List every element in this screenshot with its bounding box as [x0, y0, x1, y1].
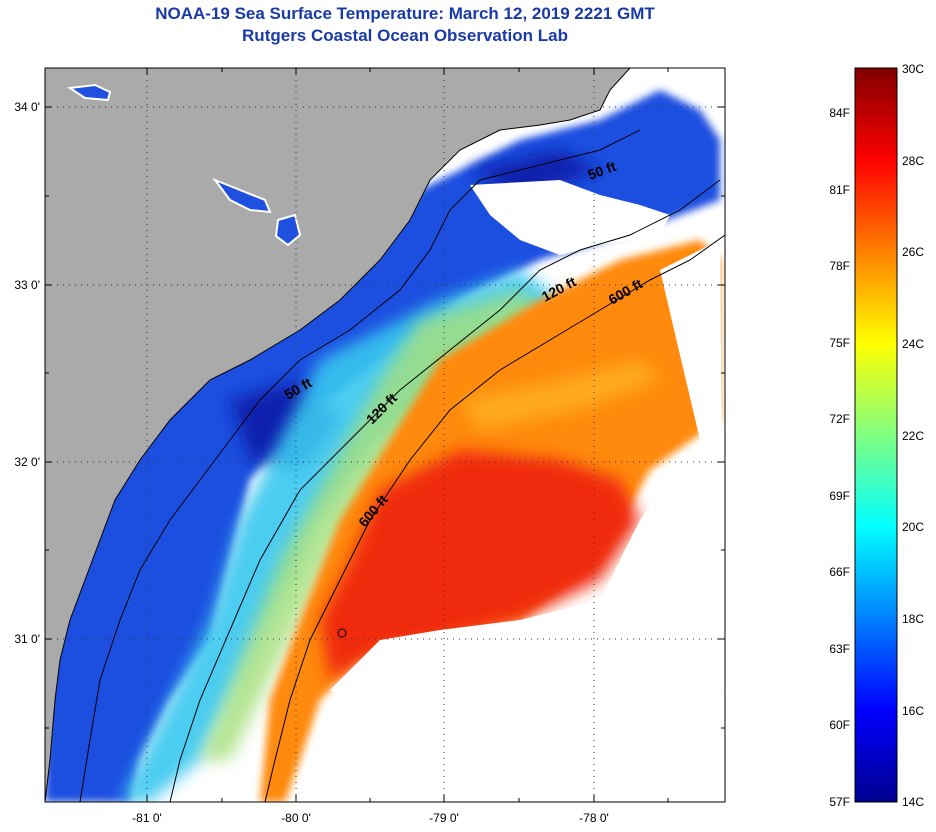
cb-f-63: 63F: [829, 642, 850, 656]
inland-lake-north: [67, 83, 112, 102]
cb-f-57: 57F: [829, 795, 850, 809]
cb-f-84: 84F: [829, 106, 850, 120]
lat-label-32: 32 0': [14, 455, 40, 469]
lon-label-78: -78 0': [579, 811, 609, 825]
coastline: [45, 68, 631, 802]
cb-f-60: 60F: [829, 718, 850, 732]
cb-f-69: 69F: [829, 489, 850, 503]
colorbar-f-labels: 84F 81F 78F 75F 72F 69F 66F 63F 60F 57F: [829, 106, 850, 809]
cloud-mask-2: [330, 240, 725, 802]
sst-cyan-band: [120, 270, 560, 802]
cloud-mask-1: [470, 180, 670, 255]
map-frame: [44, 67, 726, 803]
map-title: NOAA-19 Sea Surface Temperature: March 1…: [155, 4, 655, 23]
map-plot-area: 50 ft 50 ft 120 ft 120 ft 600 ft 600 ft: [45, 68, 725, 802]
colorbar: [854, 67, 898, 803]
graticule: [45, 68, 725, 802]
cb-f-72: 72F: [829, 412, 850, 426]
land-mainland: [45, 68, 630, 802]
cb-f-66: 66F: [829, 565, 850, 579]
cb-f-75: 75F: [829, 336, 850, 350]
cb-c-24: 24C: [902, 337, 924, 351]
cb-c-26: 26C: [902, 245, 924, 259]
lat-label-31: 31 0': [14, 632, 40, 646]
contour-50ft: [79, 129, 641, 802]
cb-c-28: 28C: [902, 154, 924, 168]
sst-warm-filament: [460, 360, 660, 430]
contour-120ft: [169, 179, 721, 802]
cb-c-22: 22C: [902, 429, 924, 443]
sst-gulf-stream-red-core: [320, 450, 640, 680]
lon-label-81: -81 0': [132, 811, 162, 825]
inland-lake-marion: [212, 177, 272, 214]
lon-label-79: -79 0': [429, 811, 459, 825]
bathymetry-contours: [79, 129, 725, 802]
map-subtitle: Rutgers Coastal Ocean Observation Lab: [242, 26, 568, 45]
cb-c-20: 20C: [902, 520, 924, 534]
inland-lake-moultrie: [274, 213, 302, 247]
cb-c-18: 18C: [902, 612, 924, 626]
cb-f-78: 78F: [829, 259, 850, 273]
lat-label-33: 33 0': [14, 278, 40, 292]
colorbar-c-labels: 30C 28C 26C 24C 22C 20C 18C 16C 14C: [902, 62, 924, 809]
cb-f-81: 81F: [829, 183, 850, 197]
lat-label-34: 34 0': [14, 100, 40, 114]
cb-c-14: 14C: [902, 795, 924, 809]
lon-label-80: -80 0': [281, 811, 311, 825]
seamount-contour: [337, 628, 347, 638]
contour-600ft: [264, 234, 725, 802]
cb-c-16: 16C: [902, 704, 924, 718]
cb-c-30: 30C: [902, 62, 924, 76]
axis-ticks: [45, 68, 725, 802]
